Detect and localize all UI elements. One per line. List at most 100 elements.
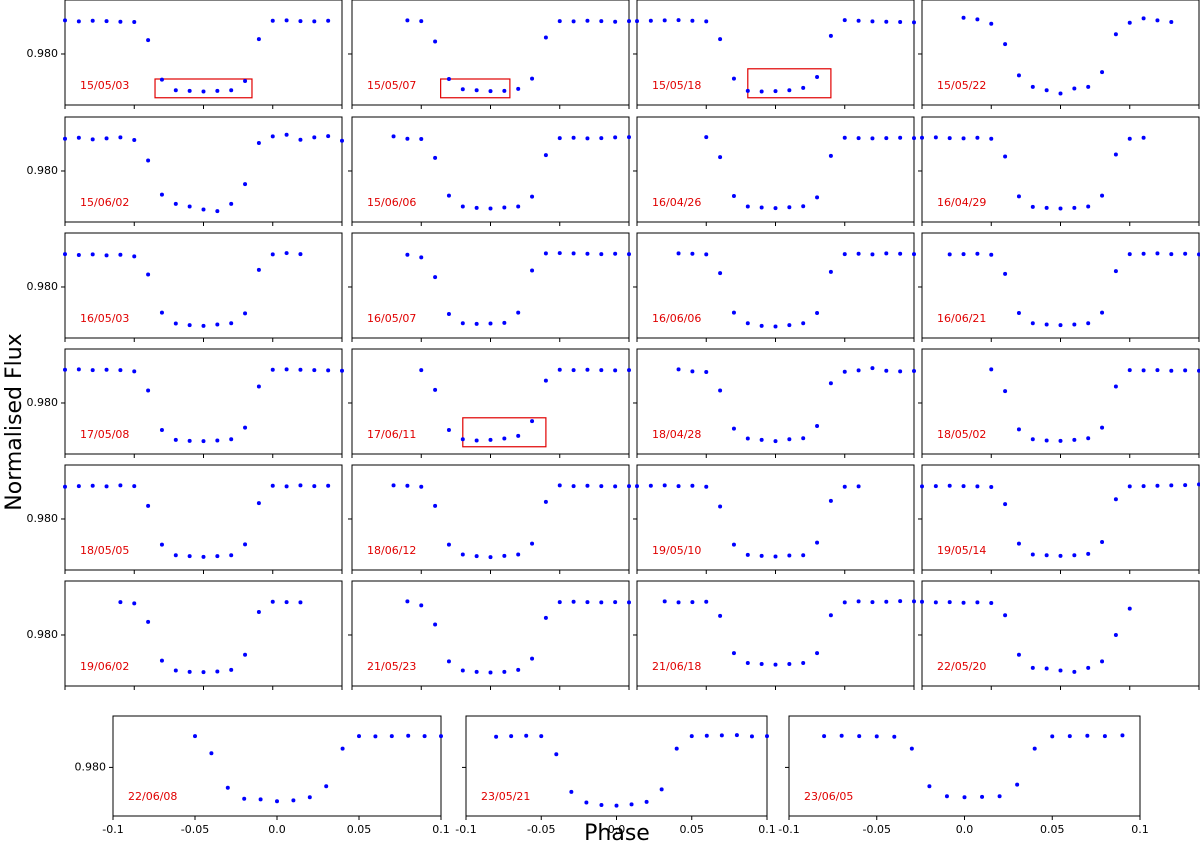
data-point bbox=[659, 787, 664, 792]
data-point bbox=[256, 37, 261, 42]
data-point bbox=[627, 252, 631, 257]
data-point bbox=[488, 437, 493, 442]
data-point bbox=[173, 321, 178, 326]
data-point bbox=[585, 483, 590, 488]
data-point bbox=[543, 35, 548, 40]
x-tick-label: 0.1 bbox=[1131, 823, 1149, 836]
data-point bbox=[243, 78, 248, 83]
data-point bbox=[173, 88, 178, 93]
data-point bbox=[1141, 16, 1146, 21]
data-point bbox=[870, 600, 875, 605]
data-point bbox=[773, 439, 778, 444]
data-point bbox=[1113, 632, 1118, 637]
data-point bbox=[731, 310, 736, 315]
data-point bbox=[745, 321, 750, 326]
data-point bbox=[989, 485, 994, 490]
data-point bbox=[787, 88, 792, 93]
data-point bbox=[243, 182, 248, 187]
data-point bbox=[406, 733, 411, 738]
data-point bbox=[962, 795, 967, 800]
data-point bbox=[920, 599, 924, 604]
data-point bbox=[187, 438, 192, 443]
data-point bbox=[1072, 669, 1077, 674]
data-point bbox=[773, 324, 778, 329]
data-point bbox=[1169, 483, 1174, 488]
data-point bbox=[822, 734, 827, 739]
data-point bbox=[256, 384, 261, 389]
data-point bbox=[856, 136, 861, 141]
data-point bbox=[690, 18, 695, 23]
data-point bbox=[1016, 310, 1021, 315]
data-point bbox=[557, 19, 562, 24]
data-point bbox=[842, 484, 847, 489]
data-point bbox=[613, 251, 618, 256]
data-point bbox=[759, 661, 764, 666]
data-point bbox=[488, 89, 493, 94]
data-point bbox=[1100, 193, 1105, 198]
data-point bbox=[1086, 665, 1091, 670]
data-point bbox=[613, 19, 618, 24]
data-point bbox=[159, 310, 164, 315]
data-point bbox=[1030, 665, 1035, 670]
data-point bbox=[193, 734, 197, 739]
data-point bbox=[187, 554, 192, 559]
data-point bbox=[201, 323, 206, 328]
data-point bbox=[539, 734, 544, 739]
data-point bbox=[1113, 497, 1118, 502]
data-point bbox=[270, 134, 275, 139]
data-point bbox=[718, 388, 723, 393]
data-point bbox=[446, 427, 451, 432]
data-point bbox=[584, 800, 589, 805]
data-point bbox=[718, 613, 723, 618]
data-point bbox=[884, 251, 889, 256]
data-point bbox=[543, 251, 548, 256]
data-point bbox=[298, 19, 303, 24]
data-point bbox=[460, 87, 465, 92]
data-point bbox=[433, 387, 438, 392]
data-point bbox=[704, 599, 709, 604]
data-point bbox=[405, 18, 410, 23]
data-point bbox=[1072, 553, 1077, 558]
data-point bbox=[874, 734, 879, 739]
x-tick-label: -0.1 bbox=[455, 823, 476, 836]
data-point bbox=[856, 484, 861, 489]
data-point bbox=[884, 136, 889, 141]
data-point bbox=[439, 734, 443, 739]
data-point bbox=[815, 310, 820, 315]
data-point bbox=[571, 484, 576, 489]
data-point bbox=[1127, 606, 1132, 611]
data-point bbox=[446, 311, 451, 316]
data-point bbox=[488, 670, 493, 675]
data-point bbox=[1085, 733, 1090, 738]
data-point bbox=[298, 252, 303, 257]
data-point bbox=[298, 367, 303, 372]
data-point bbox=[405, 483, 410, 488]
panel-label: 18/05/05 bbox=[80, 544, 129, 557]
data-point bbox=[270, 252, 275, 257]
data-point bbox=[1197, 252, 1200, 257]
data-point bbox=[76, 484, 81, 489]
data-point bbox=[1015, 782, 1020, 787]
data-point bbox=[90, 18, 95, 23]
data-point bbox=[488, 555, 493, 560]
data-point bbox=[828, 381, 833, 386]
data-point bbox=[801, 660, 806, 665]
data-point bbox=[1003, 154, 1008, 159]
data-point bbox=[585, 136, 590, 141]
data-point bbox=[870, 19, 875, 24]
data-point bbox=[173, 437, 178, 442]
y-tick-label: 0.980 bbox=[27, 164, 59, 177]
data-point bbox=[909, 746, 914, 751]
data-point bbox=[662, 18, 667, 23]
data-point bbox=[571, 135, 576, 140]
data-point bbox=[1058, 668, 1063, 673]
data-point bbox=[1197, 368, 1200, 373]
panel-label: 22/05/20 bbox=[937, 660, 986, 673]
data-point bbox=[557, 600, 562, 605]
panel-label: 22/06/08 bbox=[128, 790, 177, 803]
data-point bbox=[892, 734, 897, 739]
data-point bbox=[1016, 73, 1021, 78]
data-point bbox=[1155, 368, 1160, 373]
data-point bbox=[201, 439, 206, 444]
data-point bbox=[745, 552, 750, 557]
